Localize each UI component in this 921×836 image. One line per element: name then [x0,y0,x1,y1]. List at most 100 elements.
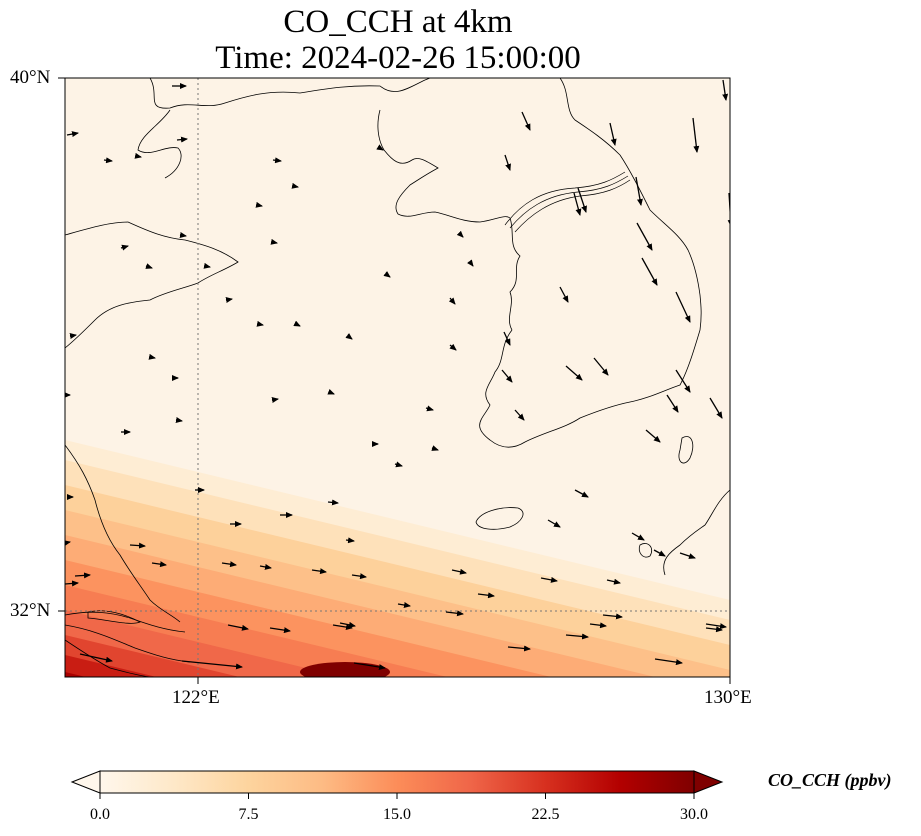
wind-arrow [145,263,153,269]
wind-arrow [631,532,645,541]
colorbar-tick-label-3: 22.5 [531,806,560,823]
wind-arrow [521,111,531,131]
hangzhou-coast [65,639,151,677]
yangtze-south [65,624,191,663]
wind-vectors [65,79,730,671]
nk-border-2 [509,175,629,229]
wind-arrow [573,192,582,216]
wind-arrow [507,645,531,652]
wind-arrow [451,568,467,575]
wind-arrow [269,627,291,634]
wind-arrow [65,580,79,587]
wind-arrow [679,552,696,559]
wind-arrow [653,549,666,557]
wind-arrow [448,297,456,305]
wind-arrow [327,388,335,395]
wind-arrow [79,653,113,663]
wind-arrow [504,154,511,171]
wind-arrow [636,222,653,251]
coastline-nk-east [559,78,701,296]
wind-arrow [609,122,617,146]
wind-arrow [255,201,263,208]
wind-arrow [425,405,434,412]
coastline-liaodong [377,109,511,223]
wind-arrow [225,297,233,303]
wind-arrow [666,394,679,413]
plume-layer [65,440,730,677]
wind-arrow [291,182,299,189]
wind-arrow [311,568,327,575]
wind-arrow [74,572,91,579]
plume-band [65,655,157,677]
wind-arrow [65,540,71,547]
wind-arrow [514,409,525,421]
wind-arrow [120,244,129,251]
concentration-field [65,78,730,677]
wind-arrow [467,259,474,267]
colorbar-tick-label-0: 0.0 [90,806,110,823]
wind-arrow [705,626,723,633]
wind-arrow [565,365,583,381]
wind-arrow [641,257,658,286]
wind-arrow [129,542,146,549]
plume-band [65,672,86,677]
lon-label-130: 130°E [704,687,752,708]
wind-arrow [547,519,561,528]
wind-arrow [574,489,589,498]
wind-arrow [501,369,513,383]
wind-arrow [376,144,384,151]
jeju-island [475,507,524,530]
wind-arrow [270,238,278,245]
wind-arrow [272,157,282,164]
map-frame [64,77,731,678]
colorbar-extend-high [693,770,724,794]
wind-arrow [151,561,167,568]
wind-arrow [477,592,495,599]
lat-label-40: 40°N [10,67,51,88]
colorbar [70,770,724,799]
wind-arrow [327,499,339,506]
nk-border-3 [514,179,631,233]
wind-arrow [727,192,730,227]
wind-arrow [293,320,301,327]
wind-arrow [383,271,391,278]
yangtze-north [65,611,186,633]
wind-arrow [103,157,113,164]
wind-arrow [134,152,142,159]
wind-arrow [675,369,691,393]
wind-arrow [148,353,156,360]
wind-arrow [431,445,439,451]
wind-arrow [449,343,457,351]
plume-hotspot [300,662,390,677]
axis-ticks [58,77,731,684]
wind-arrow [66,131,79,138]
colorbar-tick-label-1: 7.5 [238,806,259,823]
goto-islands [638,543,653,558]
wind-arrow [602,613,623,620]
colorbar-tick-label-4: 30.0 [680,806,708,823]
wind-arrow [577,187,587,213]
wind-arrow [271,397,279,403]
coastline-liaoning [149,78,431,109]
colorbar-tick-label-2: 15.0 [383,806,411,823]
chart-title-line2: Time: 2024-02-26 15:00:00 [215,40,581,76]
colorbar-gradient [100,771,694,793]
coastline-bohai-west [137,109,182,179]
coastline-shandong [65,221,239,349]
coastline-nk-west [509,217,521,331]
wind-arrow [259,563,272,570]
wind-arrow [692,117,700,153]
chongming-island [87,610,141,624]
colorbar-ticks [99,793,695,799]
wind-arrow [645,429,661,443]
wind-arrow [589,622,607,629]
wind-arrow [559,286,569,303]
wind-arrow [540,576,558,583]
tsushima-island [678,436,694,464]
wind-arrow [179,232,187,238]
wind-arrow [203,262,211,269]
coastlines [65,78,730,677]
wind-arrow [456,230,464,238]
wind-arrow [227,624,249,631]
